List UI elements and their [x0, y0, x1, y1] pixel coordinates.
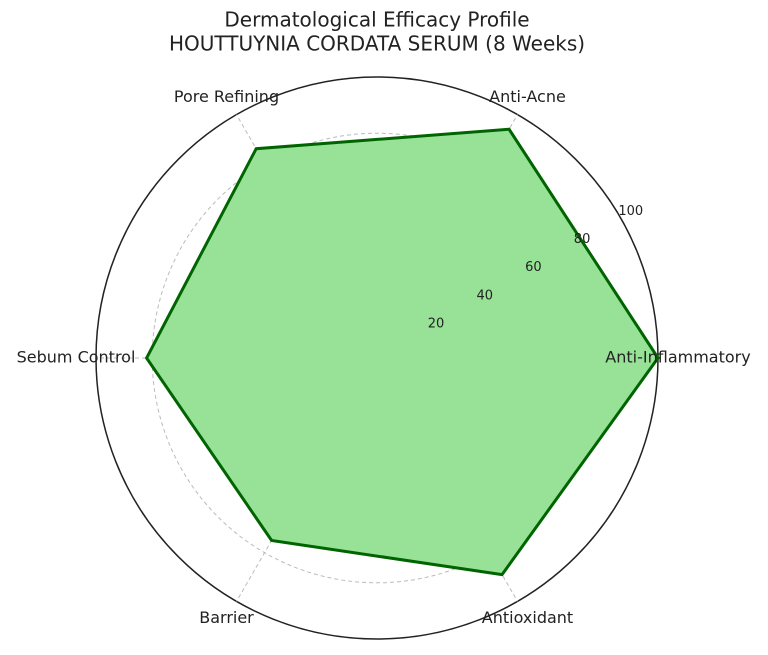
chart-title: Dermatological Efficacy Profile [224, 8, 529, 32]
category-label: Anti-Inflammatory [605, 348, 750, 367]
category-label: Antioxidant [482, 608, 573, 627]
tick-label: 60 [525, 260, 542, 275]
tick-label: 20 [428, 316, 445, 331]
tick-label: 80 [574, 232, 591, 247]
category-label: Sebum Control [17, 348, 136, 367]
radar-area [144, 127, 660, 577]
chart-subtitle: HOUTTUYNIA CORDATA SERUM (8 Weeks) [169, 32, 585, 56]
category-label: Anti-Acne [489, 87, 566, 106]
category-label: Pore Refining [174, 87, 279, 106]
tick-label: 40 [476, 288, 493, 303]
tick-label: 100 [618, 204, 643, 219]
category-label: Barrier [199, 608, 254, 627]
